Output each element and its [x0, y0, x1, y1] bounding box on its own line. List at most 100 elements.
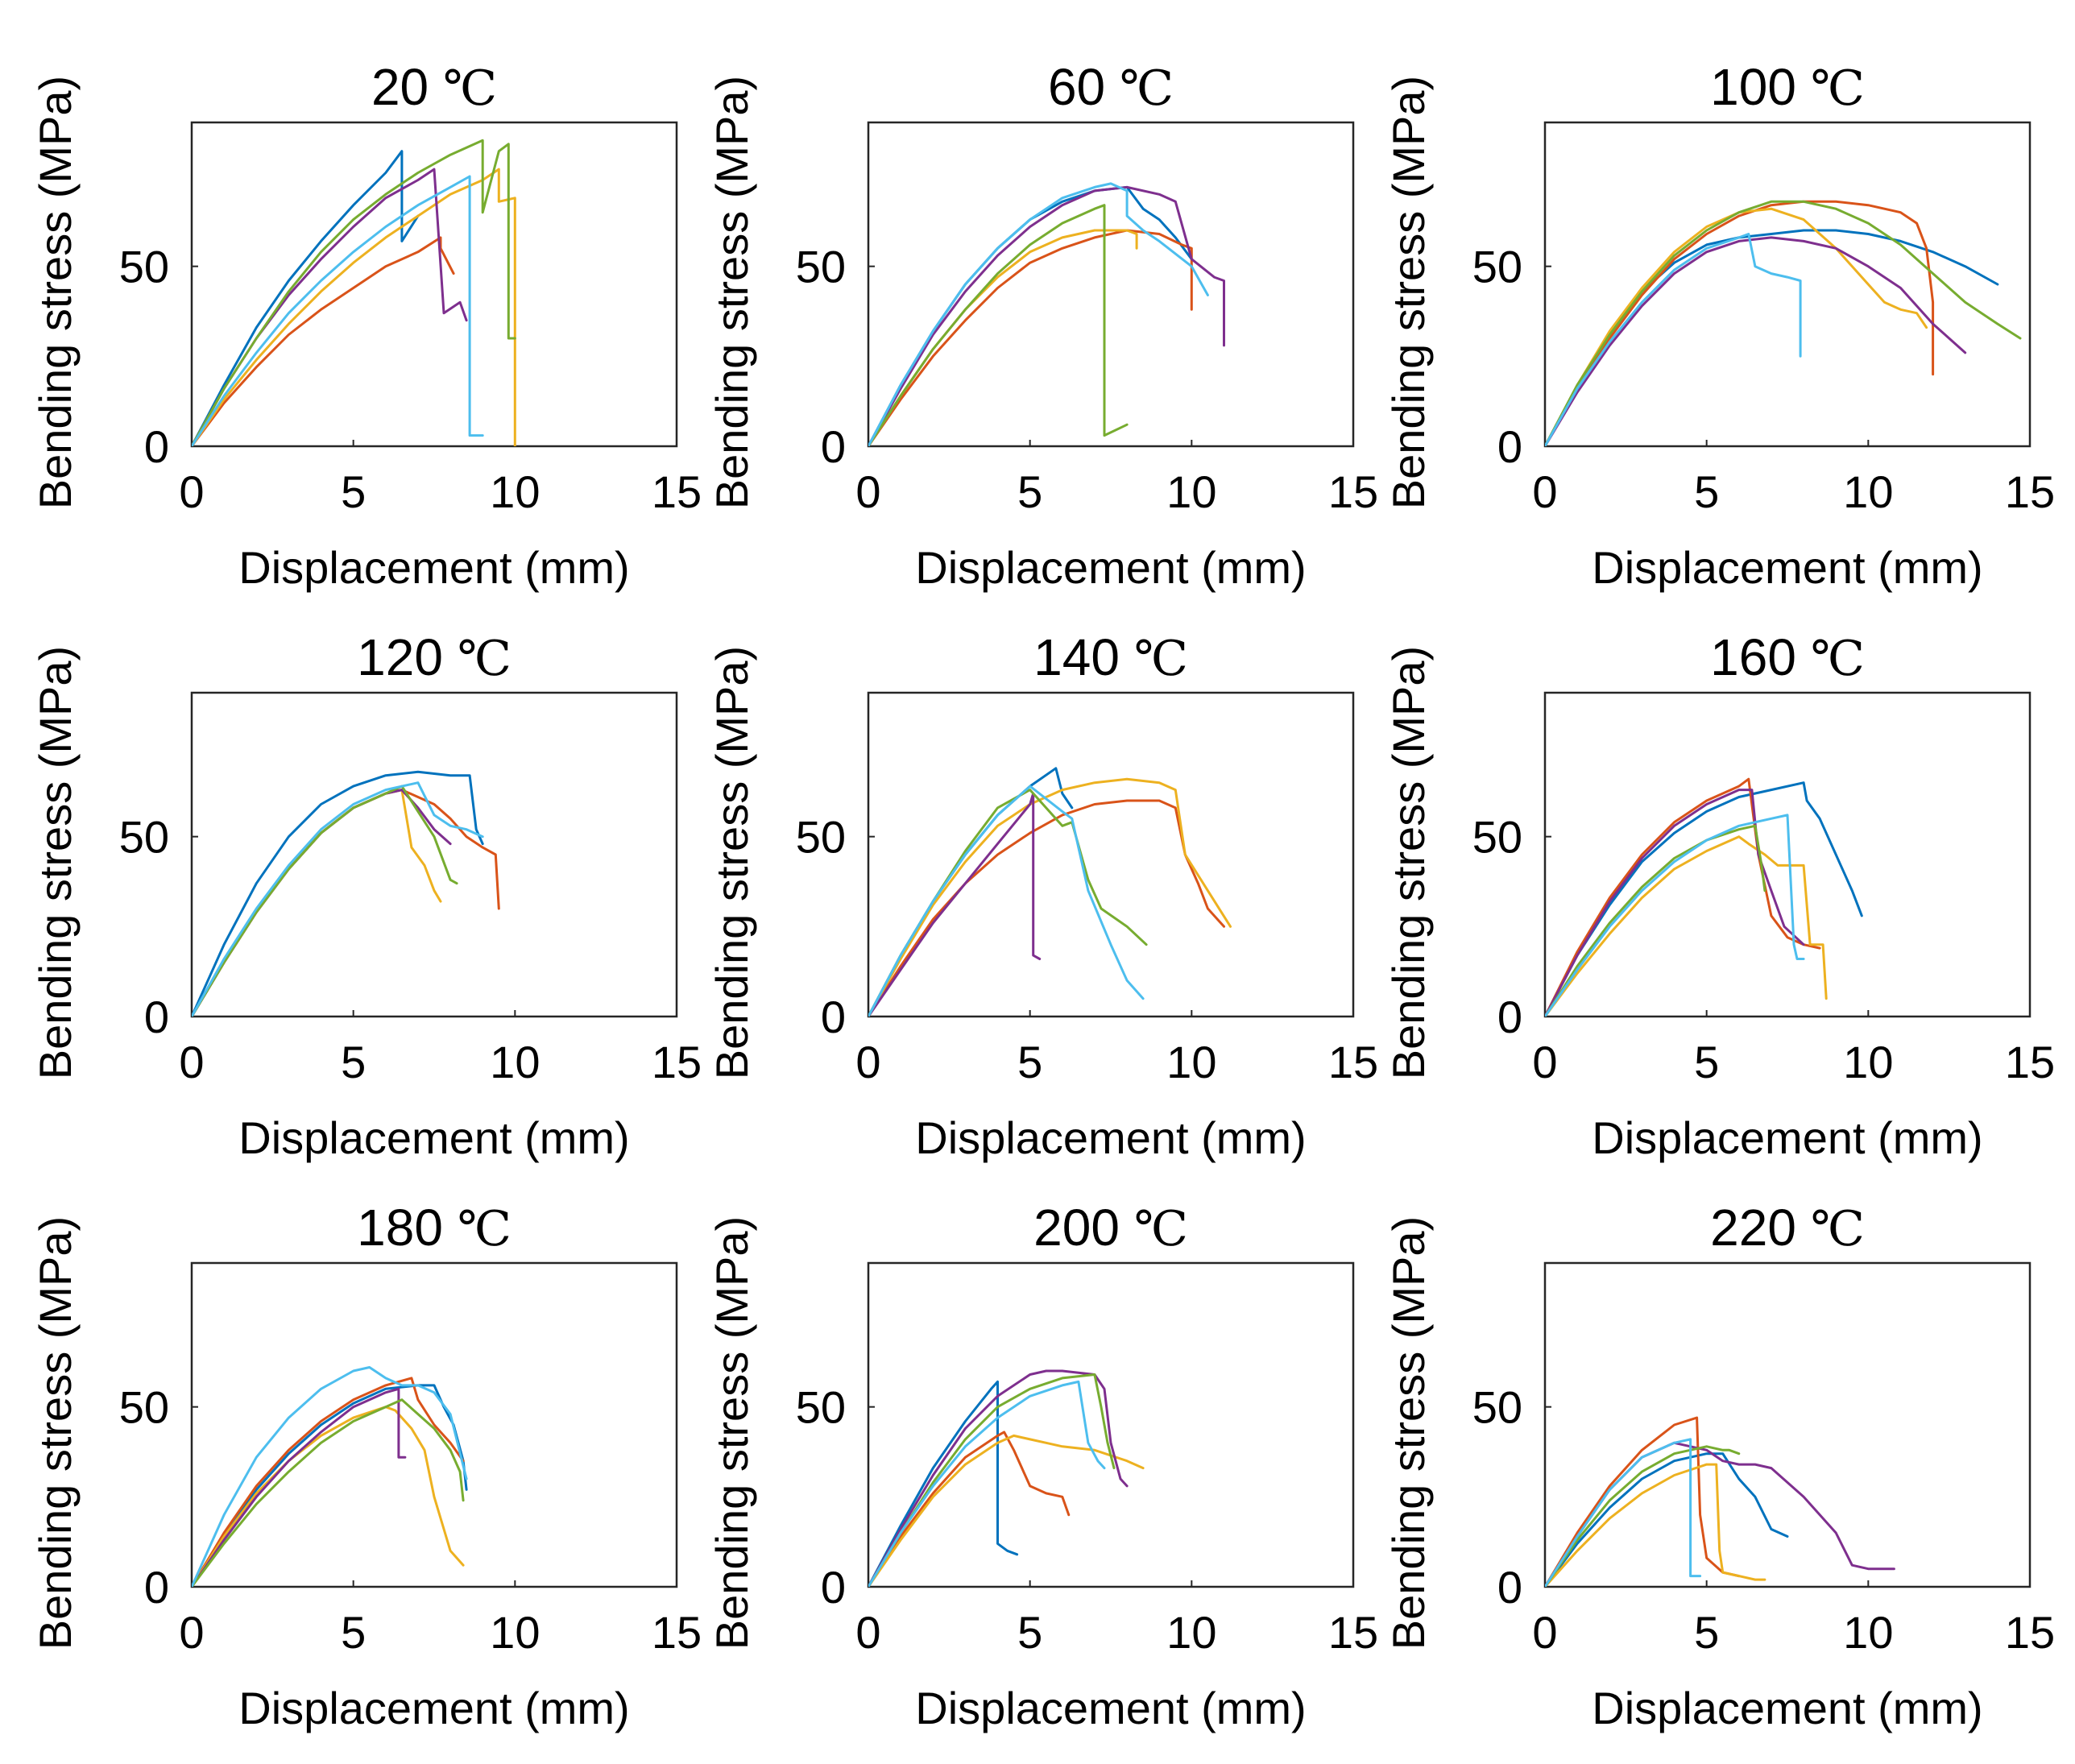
- x-tick-label: 10: [1166, 1037, 1216, 1087]
- chart-title-value: 140: [1033, 628, 1134, 686]
- series-group: [192, 139, 516, 446]
- x-tick-label: 10: [490, 466, 540, 517]
- x-tick-label: 5: [1694, 1607, 1719, 1658]
- chart-title: 120 ℃: [357, 628, 512, 686]
- x-tick-label: 0: [855, 1607, 880, 1658]
- y-tick-label: 0: [144, 992, 169, 1042]
- y-tick-label: 50: [1472, 1382, 1522, 1433]
- y-tick-label: 50: [1472, 242, 1522, 292]
- x-axis-label: Displacement (mm): [1592, 1683, 1982, 1733]
- y-tick-label: 50: [796, 242, 846, 292]
- series-line-specimen-3: [192, 168, 516, 446]
- x-axis-label: Displacement (mm): [238, 1112, 629, 1163]
- chart-title-value: 100: [1710, 58, 1811, 116]
- x-tick-label: 10: [490, 1607, 540, 1658]
- x-axis-label: Displacement (mm): [1592, 1112, 1982, 1163]
- x-tick-label: 0: [855, 466, 880, 517]
- x-axis-label: Displacement (mm): [1592, 542, 1982, 593]
- series-line-specimen-3: [1545, 835, 1828, 1017]
- series-line-specimen-6: [868, 1380, 1106, 1587]
- series-line-specimen-4: [868, 185, 1225, 446]
- x-tick-label: 10: [1843, 1607, 1893, 1658]
- chart-title-unit: ℃: [1811, 632, 1865, 685]
- chart-title-unit: ℃: [1134, 632, 1188, 685]
- series-line-specimen-6: [1545, 814, 1805, 1017]
- series-group: [1545, 777, 1863, 1017]
- x-tick-label: 15: [2005, 1607, 2055, 1658]
- y-axis-label: Bending stress (MPa): [706, 76, 757, 509]
- chart-title-value: 180: [357, 1199, 458, 1257]
- series-group: [868, 1369, 1145, 1587]
- series-line-specimen-1: [192, 770, 484, 1017]
- chart-title-unit: ℃: [1811, 62, 1865, 115]
- series-line-specimen-5: [192, 785, 458, 1017]
- x-tick-label: 10: [490, 1037, 540, 1087]
- chart-title: 100 ℃: [1710, 58, 1865, 116]
- series-group: [1545, 200, 2022, 446]
- chart-title-unit: ℃: [1120, 62, 1174, 115]
- x-tick-label: 5: [1017, 1037, 1042, 1087]
- series-line-specimen-1: [868, 1380, 1019, 1587]
- chart-title-unit: ℃: [458, 632, 512, 685]
- y-axis-label: Bending stress (MPa): [30, 76, 81, 509]
- x-tick-label: 15: [652, 466, 702, 517]
- chart-title: 140 ℃: [1033, 628, 1188, 686]
- x-tick-label: 0: [1532, 1037, 1557, 1087]
- series-line-specimen-4: [192, 1387, 407, 1587]
- series-line-specimen-6: [192, 781, 484, 1017]
- y-axis-label: Bending stress (MPa): [30, 1216, 81, 1650]
- plot-frame: [1543, 1261, 2032, 1588]
- y-tick-label: 0: [1497, 1562, 1522, 1613]
- y-tick-label: 0: [1497, 992, 1522, 1042]
- series-line-specimen-6: [868, 785, 1145, 1017]
- y-tick-label: 50: [796, 812, 846, 863]
- chart-panel-6: 160 ℃ 0 5 10 15 0 50 Displacement (mm) Bending s…: [1383, 628, 2055, 1163]
- y-tick-label: 0: [821, 1562, 846, 1613]
- series-line-specimen-1: [1545, 1452, 1789, 1587]
- x-tick-label: 15: [1328, 466, 1378, 517]
- series-line-specimen-1: [192, 150, 420, 446]
- x-tick-label: 5: [1694, 466, 1719, 517]
- y-tick-label: 0: [821, 992, 846, 1042]
- series-line-specimen-6: [192, 175, 484, 446]
- x-tick-label: 5: [341, 1607, 366, 1658]
- y-axis-label: Bending stress (MPa): [30, 646, 81, 1079]
- y-axis-label: Bending stress (MPa): [1383, 76, 1434, 509]
- series-line-specimen-5: [868, 1373, 1116, 1587]
- chart-title-value: 220: [1710, 1199, 1811, 1257]
- x-axis-label: Displacement (mm): [238, 1683, 629, 1733]
- y-axis-label: Bending stress (MPa): [706, 1216, 757, 1650]
- series-line-specimen-2: [192, 1377, 465, 1587]
- series-group: [192, 1366, 468, 1587]
- y-tick-label: 50: [1472, 812, 1522, 863]
- series-line-specimen-2: [192, 236, 455, 446]
- series-line-specimen-2: [1545, 777, 1821, 1017]
- y-tick-label: 50: [119, 242, 169, 292]
- chart-title: 20 ℃: [371, 58, 497, 116]
- x-tick-label: 5: [1017, 1607, 1042, 1658]
- series-line-specimen-6: [192, 1366, 468, 1587]
- series-line-specimen-5: [1545, 824, 1766, 1017]
- series-line-specimen-5: [868, 204, 1129, 446]
- series-group: [192, 770, 500, 1017]
- y-tick-label: 0: [1497, 421, 1522, 472]
- chart-panel-9: 220 ℃ 0 5 10 15 0 50 Displacement (mm) Bending s…: [1383, 1199, 2055, 1733]
- x-tick-label: 5: [341, 466, 366, 517]
- plot-frame: [1543, 121, 2032, 448]
- series-line-specimen-3: [868, 1434, 1145, 1587]
- chart-title-value: 60: [1048, 58, 1120, 116]
- series-line-specimen-6: [1545, 1438, 1702, 1587]
- x-tick-label: 15: [652, 1607, 702, 1658]
- chart-panel-1: 20 ℃ 0 5 10 15 0 50 Displacement (mm) Bending st…: [30, 58, 702, 593]
- y-tick-label: 0: [144, 1562, 169, 1613]
- chart-title-unit: ℃: [1134, 1203, 1188, 1256]
- x-tick-label: 0: [1532, 1607, 1557, 1658]
- series-line-specimen-2: [868, 1431, 1071, 1587]
- chart-panel-2: 60 ℃ 0 5 10 15 0 50 Displacement (mm) Bending st…: [706, 58, 1378, 593]
- x-tick-label: 0: [855, 1037, 880, 1087]
- y-axis-label: Bending stress (MPa): [1383, 646, 1434, 1079]
- x-tick-label: 15: [2005, 466, 2055, 517]
- chart-title-value: 120: [357, 628, 458, 686]
- chart-title-value: 200: [1033, 1199, 1134, 1257]
